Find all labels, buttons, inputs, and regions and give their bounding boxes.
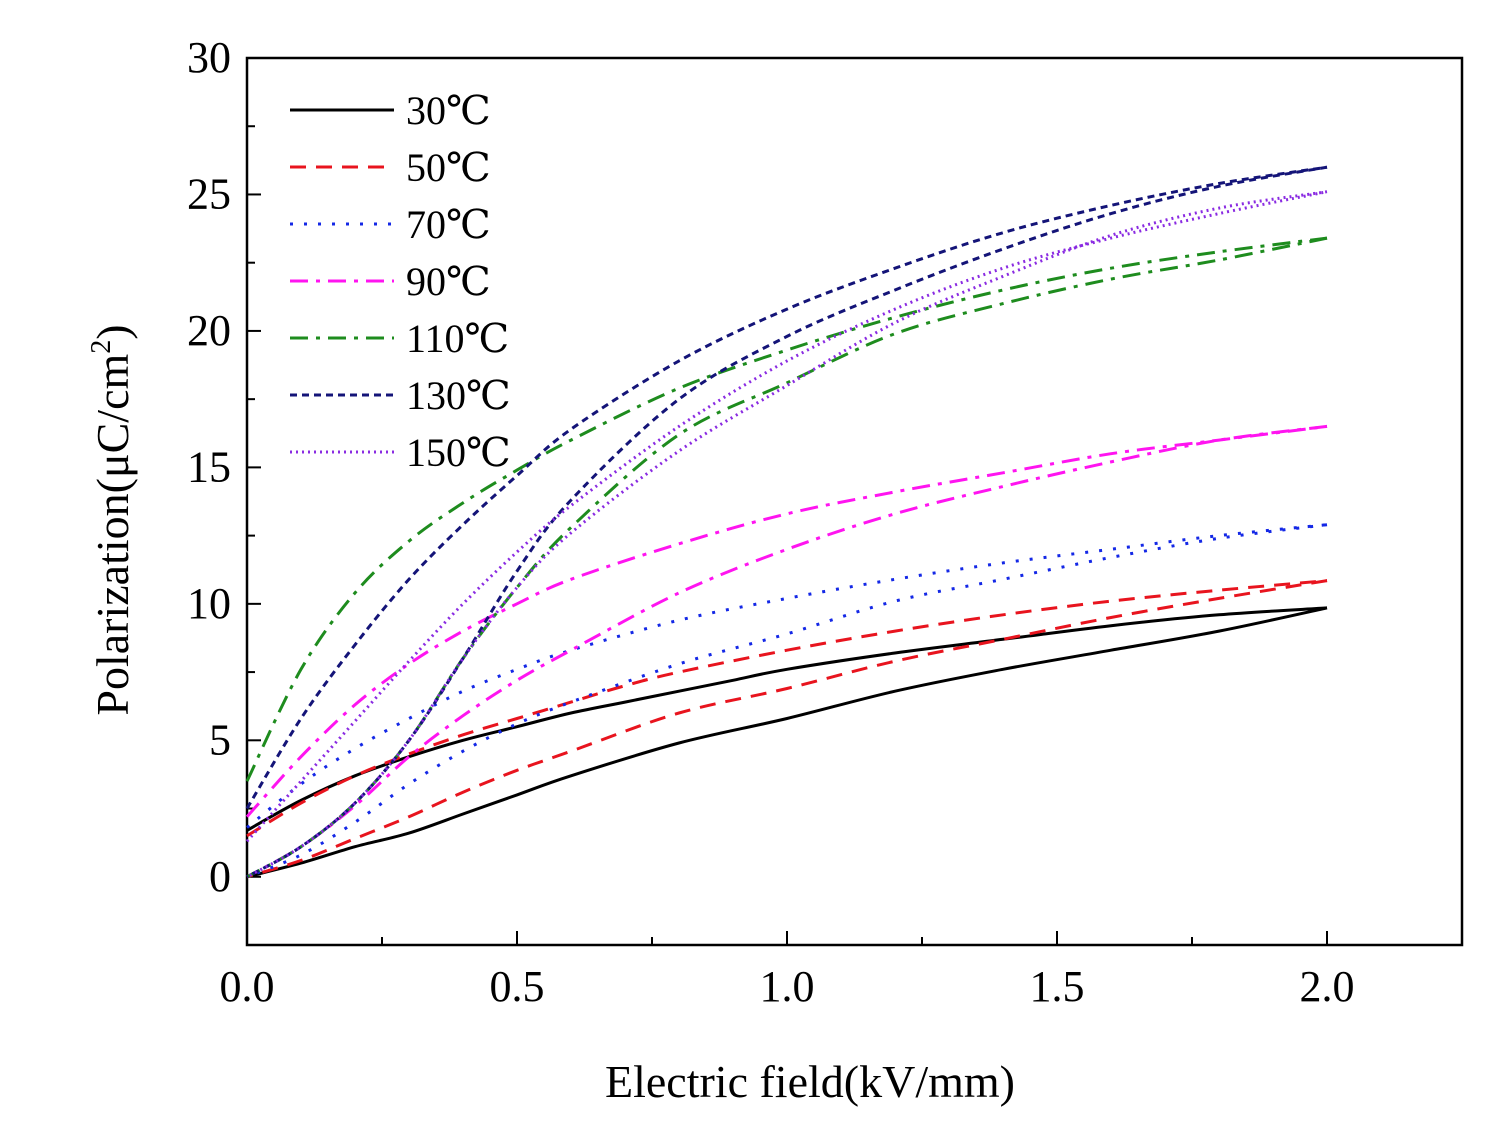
x-tick-label: 2.0 bbox=[1300, 962, 1355, 1011]
plot-frame bbox=[245, 56, 1464, 947]
x-tick-label: 1.5 bbox=[1030, 962, 1085, 1011]
y-tick-label: 5 bbox=[209, 715, 231, 764]
y-tick-label: 15 bbox=[187, 442, 231, 491]
y-axis-title-close: ) bbox=[87, 324, 138, 339]
series-2 bbox=[246, 523, 1328, 879]
legend-label: 90℃ bbox=[406, 259, 491, 304]
series-line-upper bbox=[246, 606, 1328, 832]
series-3 bbox=[245, 424, 1328, 879]
legend: 30℃ 50℃ 70℃ 90℃ 110℃ 130℃ 150℃ bbox=[290, 88, 511, 475]
series-line-lower bbox=[246, 236, 1328, 879]
legend-label: 70℃ bbox=[406, 202, 491, 247]
axis-ticks: 0.0 0.5 1.0 1.5 2.0 0 5 10 15 20 25 30 bbox=[187, 33, 1355, 1011]
legend-label: 110℃ bbox=[406, 316, 509, 361]
legend-label: 150℃ bbox=[406, 430, 511, 475]
series-line-lower bbox=[246, 579, 1328, 879]
series-6 bbox=[245, 190, 1328, 879]
series-5 bbox=[245, 165, 1328, 879]
series-layer bbox=[245, 165, 1328, 879]
series-line-upper bbox=[245, 236, 1328, 782]
x-axis-title: Electric field(kV/mm) bbox=[605, 1056, 1015, 1107]
y-tick-label: 10 bbox=[187, 579, 231, 628]
series-0 bbox=[246, 606, 1328, 879]
x-tick-label: 0.0 bbox=[220, 962, 275, 1011]
legend-label: 130℃ bbox=[406, 373, 511, 418]
series-line-upper bbox=[245, 165, 1328, 810]
series-line-lower bbox=[246, 606, 1328, 879]
y-tick-label: 25 bbox=[187, 169, 231, 218]
y-axis-title-main: Polarization(μC/cm bbox=[87, 353, 138, 715]
series-line-upper bbox=[246, 523, 1328, 829]
legend-label: 30℃ bbox=[406, 88, 491, 133]
series-1 bbox=[246, 579, 1328, 879]
x-tick-label: 1.0 bbox=[760, 962, 815, 1011]
y-tick-label: 30 bbox=[187, 33, 231, 82]
series-line-upper bbox=[246, 579, 1328, 838]
y-axis-title-superscript: 2 bbox=[86, 340, 117, 354]
series-line-lower bbox=[246, 424, 1328, 879]
series-line-upper bbox=[245, 424, 1328, 818]
series-line-lower bbox=[246, 523, 1328, 879]
x-tick-label: 0.5 bbox=[490, 962, 545, 1011]
series-line-upper bbox=[245, 190, 1328, 843]
y-axis-title: Polarization(μC/cm2) bbox=[86, 324, 138, 715]
y-tick-label: 0 bbox=[209, 852, 231, 901]
series-4 bbox=[245, 236, 1328, 879]
y-tick-label: 20 bbox=[187, 306, 231, 355]
legend-label: 50℃ bbox=[406, 145, 491, 190]
